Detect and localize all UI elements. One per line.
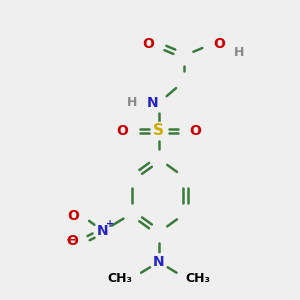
Text: S: S [153,123,164,138]
Text: O: O [213,37,225,51]
Text: H: H [126,96,137,110]
Text: O: O [116,124,128,138]
Text: H: H [234,46,244,59]
Text: O: O [66,234,78,248]
Text: N: N [153,255,165,269]
Text: O: O [190,124,202,138]
Text: O: O [142,37,154,51]
Text: O: O [68,209,79,223]
Text: CH₃: CH₃ [185,272,210,285]
Text: N: N [147,96,159,110]
Text: −: − [65,233,76,246]
Text: N: N [97,224,109,238]
Text: +: + [106,220,114,230]
Text: CH₃: CH₃ [107,272,132,285]
